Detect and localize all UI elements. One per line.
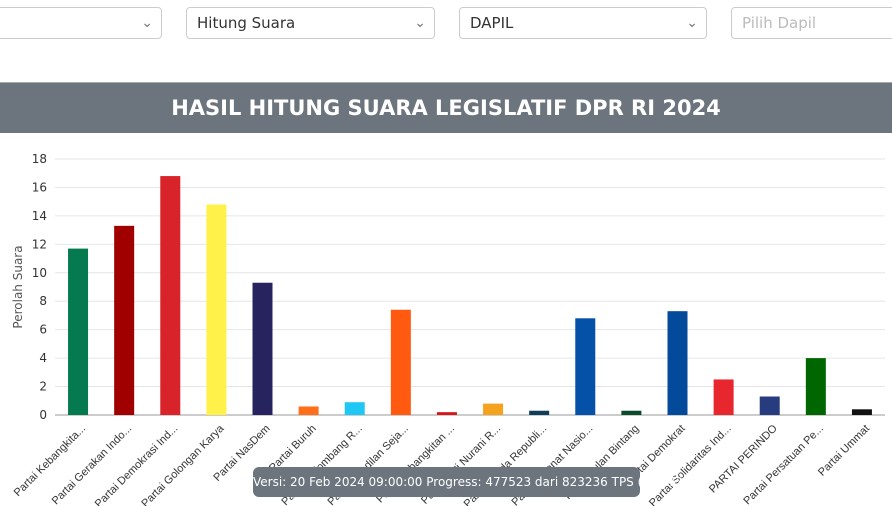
bar	[390, 309, 411, 415]
filter-select-1[interactable]: ⌄	[0, 7, 162, 39]
placeholder-text: Pilih Dapil	[742, 14, 817, 32]
bar	[759, 396, 780, 415]
x-tick-label: Partai Demokrasi Ind...	[93, 423, 181, 506]
y-tick-label: 12	[32, 237, 47, 251]
chevron-down-icon: ⌄	[686, 15, 698, 31]
y-tick-label: 8	[39, 294, 47, 308]
bar	[575, 318, 596, 415]
filter-select-type[interactable]: Hitung Suara ⌄	[186, 7, 435, 39]
filter-value: DAPIL	[470, 14, 514, 32]
x-tick-label: Partai Golongan Karya	[139, 422, 227, 506]
x-tick-label: Partai Gerakan Indo...	[50, 423, 135, 506]
x-tick-label: Partai Solidaritas Ind...	[647, 423, 734, 506]
x-tick-label: Partai Persatuan Pe...	[741, 423, 826, 506]
bar	[621, 410, 642, 415]
y-tick-label: 16	[32, 180, 47, 194]
page-title: HASIL HITUNG SUARA LEGISLATIF DPR RI 202…	[0, 82, 892, 133]
y-axis-label: Perolah Suara	[11, 245, 25, 328]
bar	[805, 358, 826, 415]
y-tick-label: 10	[32, 266, 47, 280]
bar	[160, 176, 181, 415]
y-tick-label: 14	[32, 209, 47, 223]
pilih-dapil-select[interactable]: Pilih Dapil	[731, 7, 892, 39]
bar	[68, 248, 89, 415]
y-tick-label: 18	[32, 152, 47, 166]
filter-value: Hitung Suara	[197, 14, 296, 32]
bar	[114, 225, 135, 415]
y-tick-label: 6	[39, 323, 47, 337]
bar	[252, 282, 273, 415]
bar	[344, 402, 365, 415]
bar	[713, 379, 734, 415]
bar	[206, 204, 227, 415]
bar	[298, 406, 319, 415]
bar	[529, 410, 550, 415]
chevron-down-icon: ⌄	[141, 15, 153, 31]
y-tick-label: 4	[39, 351, 47, 365]
bar	[851, 409, 872, 415]
filter-select-dapil[interactable]: DAPIL ⌄	[459, 7, 707, 39]
bar	[667, 311, 688, 415]
bar	[436, 412, 457, 415]
chevron-down-icon: ⌄	[414, 15, 426, 31]
version-progress-tooltip: Versi: 20 Feb 2024 09:00:00 Progress: 47…	[253, 467, 693, 497]
bar	[483, 403, 504, 415]
y-tick-label: 0	[39, 408, 47, 422]
y-tick-label: 2	[39, 380, 47, 394]
